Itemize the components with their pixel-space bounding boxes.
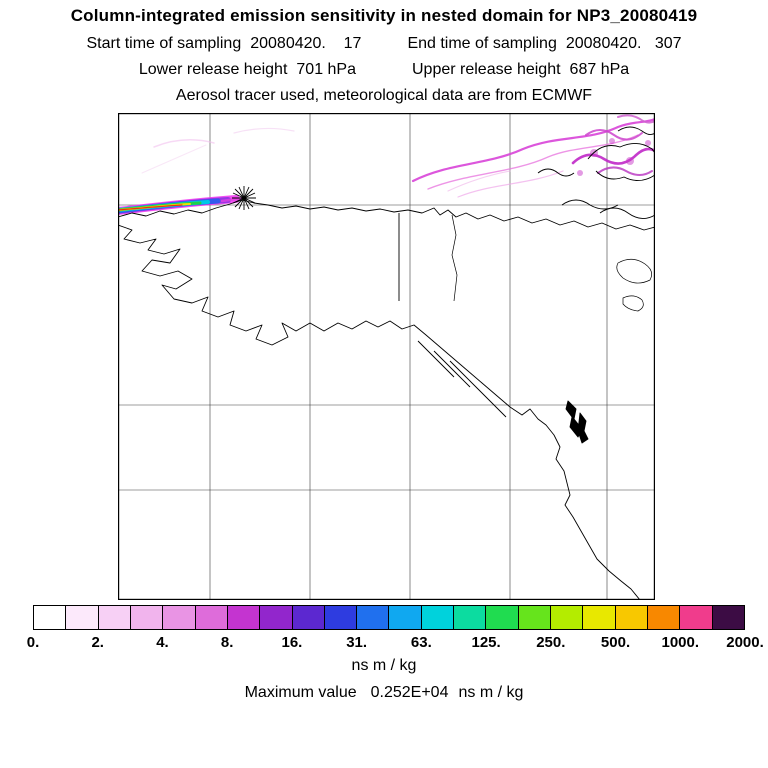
colorbar-segment (711, 606, 744, 629)
map-panel (118, 113, 655, 600)
plume-filaments-northeast (141, 114, 655, 198)
colorbar-segment (162, 606, 195, 629)
colorbar-segment (517, 606, 550, 629)
colorbar-segment (614, 606, 647, 629)
max-value-number: 0.252E+04 (370, 684, 449, 701)
colorbar-segment (226, 606, 260, 629)
tracer-line: Aerosol tracer used, meteorological data… (0, 87, 768, 105)
colorbar-segment (194, 606, 227, 629)
colorbar-ticks: 0. 2. 4. 8. 16. 31. 63. 125. 250. 500. 1000. 2000. (27, 634, 764, 654)
colorbar-tick-label: 125. (471, 634, 501, 651)
colorbar (33, 605, 745, 630)
colorbar-segment (582, 606, 615, 629)
sampling-end-value: 20080420. 307 (565, 35, 682, 52)
colorbar-segment (323, 606, 357, 629)
colorbar-segment (646, 606, 680, 629)
colorbar-segment (34, 606, 66, 629)
colorbar-segment (388, 606, 421, 629)
colorbar-segment (356, 606, 389, 629)
alaska-west-coastline (118, 224, 641, 600)
colorbar-tick-label: 2. (91, 634, 104, 651)
upper-release-value: 687 hPa (569, 61, 630, 78)
colorbar-tick-label: 8. (220, 634, 234, 651)
sampling-start-value: 20080420. 17 (250, 35, 362, 52)
colorbar-segment (550, 606, 583, 629)
colorbar-segment (291, 606, 324, 629)
lower-release-value: 701 hPa (296, 61, 356, 78)
lake-outline (616, 258, 652, 312)
max-value-units: ns m / kg (458, 684, 524, 701)
sampling-end-label: End time of sampling (407, 35, 557, 52)
colorbar-segment (453, 606, 486, 629)
colorbar-segment (259, 606, 292, 629)
tracer-text: Aerosol tracer used, meteorological data… (175, 87, 593, 104)
colorbar-tick-label: 63. (410, 634, 432, 651)
colorbar-tick-label: 2000. (726, 634, 764, 651)
colorbar-segment (129, 606, 163, 629)
puget-islands (565, 400, 589, 444)
coastlines (118, 126, 655, 600)
colorbar-tick-label: 250. (536, 634, 566, 651)
colorbar-units: ns m / kg (351, 657, 417, 674)
plume-main-streak (118, 195, 246, 215)
colorbar-tick-label: 31. (346, 634, 368, 651)
mackenzie-river (451, 214, 458, 302)
colorbar-tick-label: 500. (600, 634, 631, 651)
figure-title: Column-integrated emission sensitivity i… (70, 6, 698, 25)
colorbar-segment (485, 606, 518, 629)
grid-lines (118, 113, 655, 600)
release-height-line: Lower release height 701 hPa Upper relea… (0, 61, 768, 79)
max-value-label: Maximum value (244, 684, 357, 701)
release-location-marker (232, 186, 256, 210)
colorbar-segment (65, 606, 98, 629)
colorbar-segment (97, 606, 130, 629)
map-canvas (118, 113, 655, 600)
lower-release-label: Lower release height (138, 61, 288, 78)
colorbar-segment (679, 606, 712, 629)
colorbar-tick-label: 1000. (661, 634, 700, 651)
colorbar-tick-label: 4. (156, 634, 169, 651)
sampling-line: Start time of sampling 20080420. 17 End … (0, 35, 768, 53)
sampling-start-label: Start time of sampling (86, 35, 242, 52)
colorbar-segment (420, 606, 454, 629)
colorbar-tick-label: 16. (281, 634, 303, 651)
colorbar-tick-label: 0. (26, 634, 40, 651)
max-value-line: Maximum value 0.252E+04 ns m / kg (0, 684, 768, 702)
arctic-islands (537, 126, 655, 219)
panhandle-islands (417, 340, 507, 418)
arctic-coastline (118, 199, 655, 231)
map-border (118, 113, 655, 600)
upper-release-label: Upper release height (412, 61, 561, 78)
